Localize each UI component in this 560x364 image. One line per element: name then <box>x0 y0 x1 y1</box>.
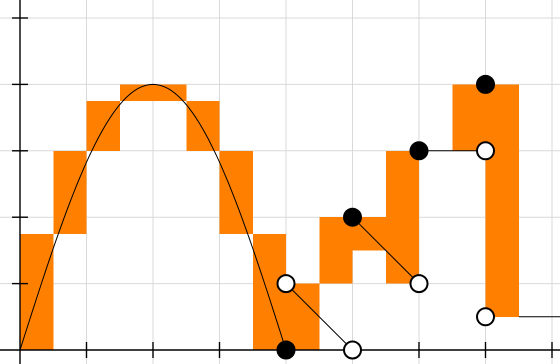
filled-point-2 <box>409 141 429 161</box>
open-point-4 <box>476 307 495 327</box>
filled-point-3 <box>476 74 495 94</box>
line-segments <box>285 150 560 351</box>
bar-1 <box>53 150 87 234</box>
bar-2 <box>86 101 120 151</box>
points <box>276 74 495 360</box>
filled-point-1 <box>343 207 362 227</box>
bar-4 <box>186 101 220 151</box>
open-point-3 <box>476 141 495 161</box>
open-point-0 <box>276 274 296 294</box>
open-point-1 <box>343 340 362 360</box>
bar-8 <box>319 217 353 284</box>
bar-10 <box>385 150 419 284</box>
bar-7 <box>286 283 320 350</box>
bar-0 <box>20 233 54 350</box>
bar-11 <box>452 84 486 151</box>
segment-1 <box>352 216 420 284</box>
segment-0 <box>285 283 353 351</box>
filled-point-0 <box>276 340 296 360</box>
bar-12 <box>485 84 519 317</box>
open-point-2 <box>409 274 429 294</box>
bar-6 <box>252 233 286 350</box>
sine-curve <box>19 83 287 351</box>
bar-3 <box>119 84 187 101</box>
curve-layer <box>19 83 287 351</box>
bar-5 <box>219 150 253 234</box>
